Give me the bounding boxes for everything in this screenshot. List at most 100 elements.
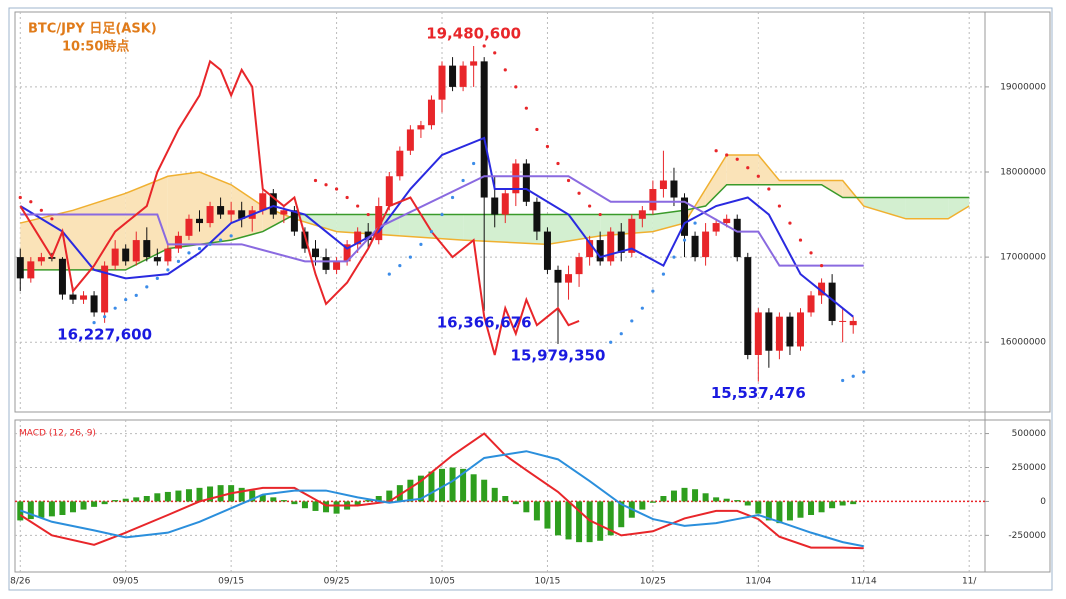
candle-body xyxy=(459,65,467,87)
histogram-bar xyxy=(523,501,530,513)
candle-body xyxy=(174,235,182,249)
histogram-bar xyxy=(512,501,519,505)
candle-body xyxy=(280,210,288,215)
candle-body xyxy=(607,231,615,262)
sar-dot xyxy=(92,321,96,325)
macd-panel xyxy=(14,419,1051,573)
sar-dot xyxy=(113,306,117,310)
sar-dot xyxy=(313,178,318,183)
sar-dot xyxy=(408,255,412,259)
sar-dot xyxy=(450,195,455,200)
candle-body xyxy=(702,231,710,258)
cloud-fill xyxy=(905,197,949,219)
histogram-bar xyxy=(565,501,572,540)
cloud-fill xyxy=(199,172,232,245)
candle-body xyxy=(807,295,815,313)
macd-title: MACD (12, 26, 9) xyxy=(19,429,96,439)
annotation: 16,227,600 xyxy=(57,325,152,343)
histogram-bar xyxy=(776,501,783,524)
cloud-fill xyxy=(863,197,906,219)
histogram-bar xyxy=(301,501,308,509)
histogram-bar xyxy=(27,501,34,520)
candle-body xyxy=(217,206,225,215)
histogram-bar xyxy=(238,487,245,502)
sar-dot xyxy=(577,191,581,195)
histogram-bar xyxy=(396,485,403,502)
x-tick-label: 10/05 xyxy=(429,577,455,587)
histogram-bar xyxy=(333,501,340,514)
candle-body xyxy=(385,176,393,207)
histogram-bar xyxy=(449,467,456,502)
cloud-fill xyxy=(705,154,727,207)
sar-dot xyxy=(588,204,592,208)
sar-dot xyxy=(672,255,676,259)
x-tick-label: 11/ xyxy=(962,577,977,587)
sar-dot xyxy=(324,183,328,187)
histogram-bar xyxy=(175,490,182,502)
histogram-bar xyxy=(69,501,76,513)
cloud-fill xyxy=(726,154,759,185)
histogram-bar xyxy=(797,501,804,518)
histogram-bar xyxy=(249,490,256,502)
sar-dot xyxy=(851,374,855,378)
sar-dot xyxy=(134,293,138,298)
histogram-bar xyxy=(554,501,561,536)
histogram-bar xyxy=(122,498,129,502)
sar-dot xyxy=(398,264,402,268)
candle-body xyxy=(818,282,826,296)
x-tick-label: 09/25 xyxy=(324,577,350,587)
candle-body xyxy=(16,257,24,279)
sar-dot xyxy=(208,242,212,246)
histogram-bar xyxy=(576,501,583,543)
sar-dot xyxy=(218,238,223,242)
candle-body xyxy=(238,210,246,219)
x-tick-label: 10/15 xyxy=(534,577,560,587)
histogram-bar xyxy=(196,487,203,502)
histogram-bar xyxy=(386,490,393,502)
sar-dot xyxy=(798,238,803,242)
sar-dot xyxy=(640,306,644,310)
candle-body xyxy=(301,231,309,249)
sar-dot xyxy=(651,289,655,293)
histogram-bar xyxy=(217,485,224,502)
sar-dot xyxy=(29,200,33,204)
x-tick-label: 11/14 xyxy=(851,577,877,587)
candle-body xyxy=(185,218,193,236)
sar-dot xyxy=(155,276,159,280)
histogram-bar xyxy=(829,501,836,509)
sar-dot xyxy=(229,234,233,238)
sar-dot xyxy=(493,51,497,55)
candle-body xyxy=(364,231,372,241)
candle-body xyxy=(206,206,214,224)
sar-dot xyxy=(356,204,360,208)
histogram-bar xyxy=(713,497,720,502)
candle-body xyxy=(101,265,109,313)
cloud-fill xyxy=(547,214,601,245)
y-tick-label: 0 xyxy=(1040,497,1046,507)
histogram-bar xyxy=(755,501,762,514)
sar-dot xyxy=(345,195,349,200)
candle-body xyxy=(501,193,509,215)
candle-body xyxy=(396,150,404,177)
histogram-bar xyxy=(460,468,467,502)
cloud-fill xyxy=(399,214,464,241)
histogram-bar xyxy=(839,501,846,506)
histogram-bar xyxy=(586,501,593,543)
histogram-bar xyxy=(723,498,730,502)
histogram-bar xyxy=(38,501,45,518)
histogram-bar xyxy=(533,501,540,521)
sar-dot xyxy=(609,340,613,344)
histogram-bar xyxy=(185,489,192,502)
histogram-bar xyxy=(597,501,604,541)
candle-body xyxy=(828,282,836,321)
candle-body xyxy=(712,223,720,232)
candle-body xyxy=(80,295,88,300)
sar-dot xyxy=(746,166,750,170)
cloud-fill xyxy=(167,172,200,249)
histogram-bar xyxy=(48,501,55,517)
candle-body xyxy=(143,240,151,258)
sar-dot xyxy=(756,174,760,178)
line xyxy=(19,136,854,318)
sar-dot xyxy=(482,44,486,48)
